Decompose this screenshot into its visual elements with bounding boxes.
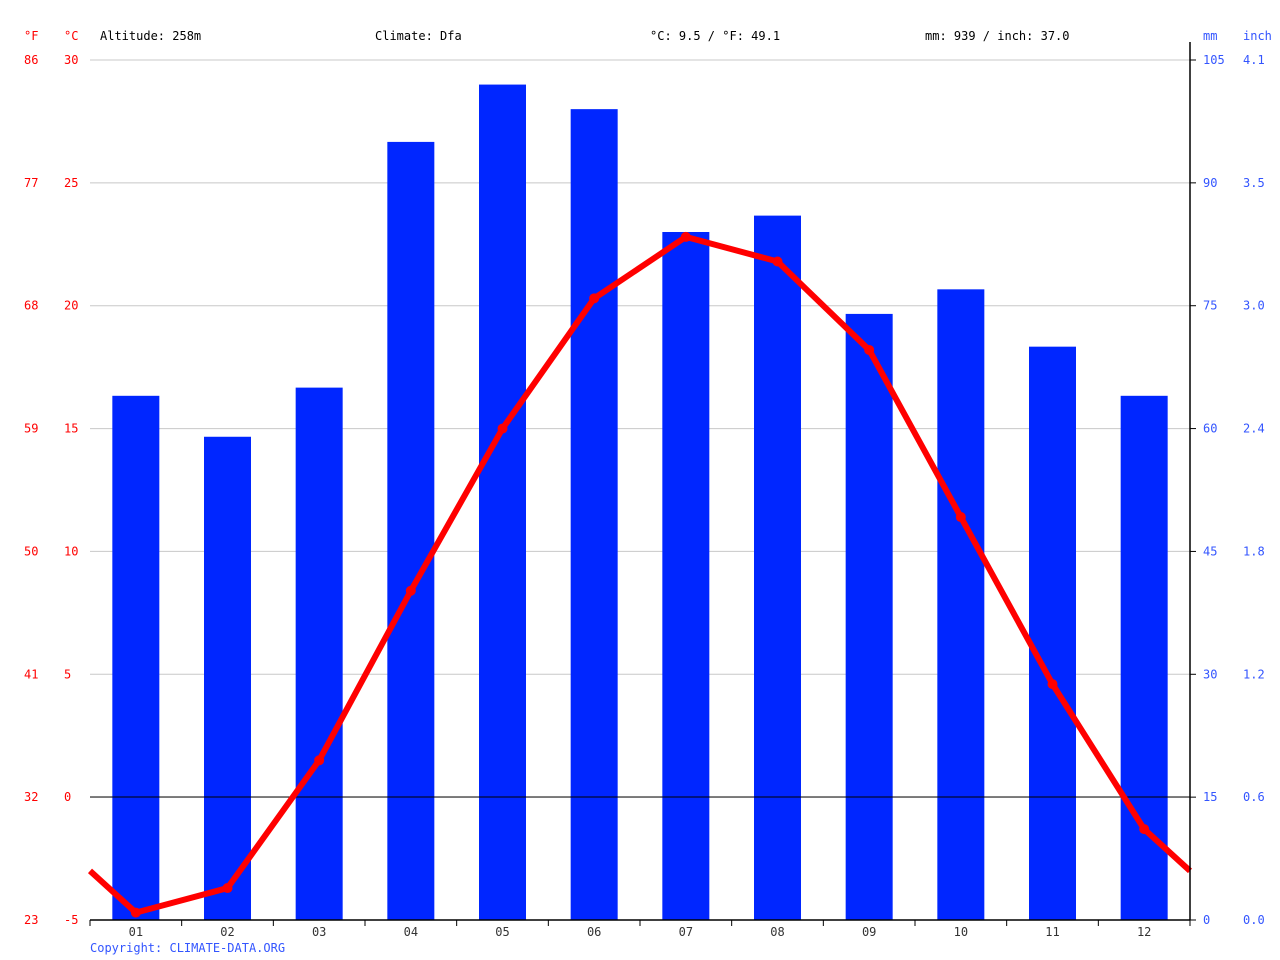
temp-point <box>497 423 508 434</box>
tick-mm: 75 <box>1203 299 1217 313</box>
unit-inch-label: inch <box>1243 29 1272 43</box>
tick-inch: 0.0 <box>1243 913 1265 927</box>
tick-inch: 3.0 <box>1243 299 1265 313</box>
tick-mm: 0 <box>1203 913 1210 927</box>
temp-point <box>772 256 783 267</box>
tick-c: 15 <box>64 422 78 436</box>
precip-bar <box>570 109 618 920</box>
grid-lines <box>90 59 1190 921</box>
month-label: 08 <box>770 925 784 939</box>
month-label: 03 <box>312 925 326 939</box>
tick-mm: 60 <box>1203 422 1217 436</box>
month-label: 05 <box>495 925 509 939</box>
precip-summary: mm: 939 / inch: 37.0 <box>925 29 1070 43</box>
precip-bar <box>295 387 343 921</box>
temp-point <box>1047 679 1058 690</box>
tick-f: 86 <box>24 53 38 67</box>
tick-f: 68 <box>24 299 38 313</box>
tick-mm: 30 <box>1203 667 1217 681</box>
altitude-label: Altitude: 258m <box>100 29 201 43</box>
tick-f: 59 <box>24 422 38 436</box>
tick-f: 50 <box>24 544 38 558</box>
tick-c: -5 <box>64 913 78 927</box>
tick-f: 32 <box>24 790 38 804</box>
precip-bar <box>204 436 251 920</box>
tick-f: 23 <box>24 913 38 927</box>
tick-inch: 3.5 <box>1243 176 1265 190</box>
temp-point <box>680 231 691 242</box>
precip-bar <box>112 395 160 920</box>
temp-point <box>589 293 600 304</box>
precip-bar <box>1029 346 1076 921</box>
tick-c: 5 <box>64 667 71 681</box>
precipitation-bars <box>112 84 1168 921</box>
month-label: 11 <box>1045 925 1059 939</box>
precip-bar <box>662 232 710 920</box>
temp-point <box>1139 824 1150 835</box>
unit-c-label: °C <box>64 29 78 43</box>
tick-c: 10 <box>64 544 78 558</box>
tick-c: 25 <box>64 176 78 190</box>
axes <box>89 42 1196 926</box>
tick-inch: 2.4 <box>1243 422 1265 436</box>
climate-label: Climate: Dfa <box>375 29 462 43</box>
month-label: 02 <box>220 925 234 939</box>
precip-bar <box>479 84 526 921</box>
month-label: 12 <box>1137 925 1151 939</box>
copyright-label: Copyright: CLIMATE-DATA.ORG <box>90 941 285 955</box>
tick-c: 30 <box>64 53 78 67</box>
tick-inch: 1.2 <box>1243 667 1265 681</box>
tick-mm: 105 <box>1203 53 1225 67</box>
axis-labels: 86 30 105 4.177 25 90 3.568 20 75 3.059 15 60 2.450 1… <box>24 53 1265 939</box>
temp-point <box>405 585 416 596</box>
tick-mm: 15 <box>1203 790 1217 804</box>
temp-summary: °C: 9.5 / °F: 49.1 <box>650 29 780 43</box>
tick-mm: 45 <box>1203 544 1217 558</box>
tick-c: 0 <box>64 790 71 804</box>
tick-inch: 4.1 <box>1243 53 1265 67</box>
temp-point <box>864 344 875 355</box>
tick-f: 41 <box>24 667 38 681</box>
month-label: 10 <box>954 925 968 939</box>
month-label: 01 <box>129 925 143 939</box>
temp-line <box>87 233 1193 916</box>
tick-f: 77 <box>24 176 38 190</box>
temp-point <box>130 907 141 918</box>
tick-c: 20 <box>64 299 78 313</box>
month-label: 04 <box>404 925 418 939</box>
temp-point <box>955 512 966 523</box>
month-label: 09 <box>862 925 876 939</box>
tick-inch: 1.8 <box>1243 544 1265 558</box>
tick-mm: 90 <box>1203 176 1217 190</box>
unit-mm-label: mm <box>1203 29 1217 43</box>
tick-inch: 0.6 <box>1243 790 1265 804</box>
precip-bar <box>845 313 893 920</box>
precip-bar <box>937 289 985 920</box>
precip-bar <box>387 141 435 920</box>
precip-bar <box>754 215 801 921</box>
temp-point <box>222 883 233 894</box>
temp-point <box>314 755 325 766</box>
unit-f-label: °F <box>24 29 38 43</box>
month-label: 07 <box>679 925 693 939</box>
month-label: 06 <box>587 925 601 939</box>
temperature-line <box>87 231 1193 918</box>
